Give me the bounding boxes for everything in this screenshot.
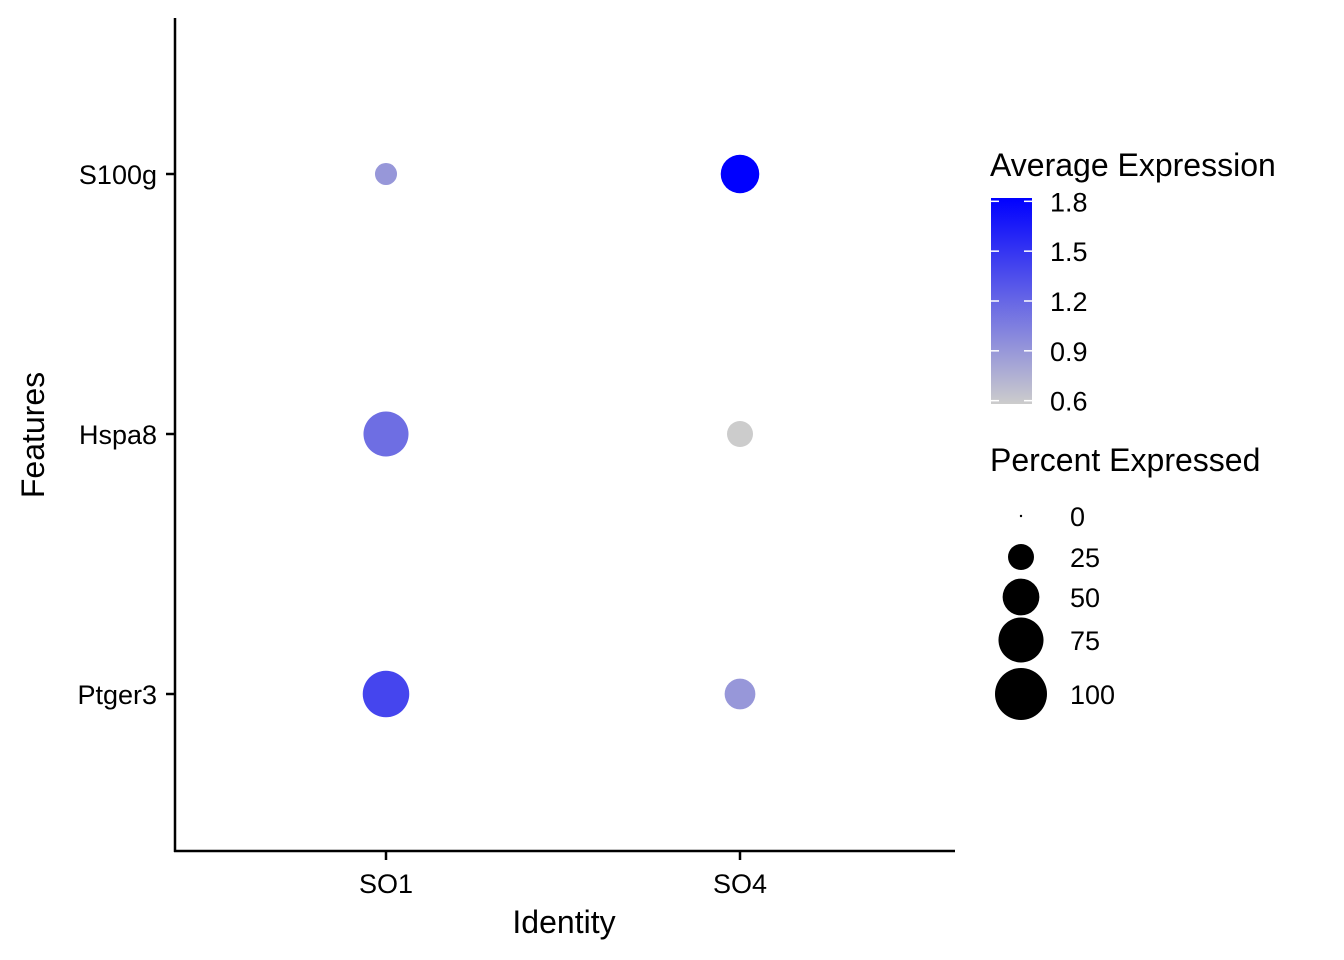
color-tick-label: 0.9 bbox=[1050, 337, 1088, 367]
y-tick-label: Hspa8 bbox=[79, 420, 157, 450]
size-legend-label: 75 bbox=[1070, 626, 1100, 656]
color-tick-label: 0.6 bbox=[1050, 387, 1088, 417]
y-tick-label: Ptger3 bbox=[77, 680, 157, 710]
size-legend-dot bbox=[995, 668, 1047, 720]
size-legend-dot bbox=[998, 617, 1044, 663]
color-legend-title: Average Expression bbox=[990, 147, 1276, 183]
dot-hspa8-so1 bbox=[363, 411, 409, 457]
dot-ptger3-so1 bbox=[362, 670, 410, 718]
dot-ptger3-so4 bbox=[724, 678, 756, 710]
y-tick-label: S100g bbox=[79, 160, 157, 190]
color-tick-label: 1.2 bbox=[1050, 287, 1088, 317]
x-axis-title: Identity bbox=[512, 904, 615, 940]
size-legend-label: 50 bbox=[1070, 583, 1100, 613]
size-legend-dot bbox=[1019, 514, 1023, 518]
y-axis-ticks: S100g Hspa8 Ptger3 bbox=[77, 160, 175, 710]
dot-s100g-so4 bbox=[720, 154, 760, 194]
color-legend: Average Expression 1.8 1.5 1.2 0.9 0.6 bbox=[990, 147, 1276, 417]
dot-markers bbox=[362, 154, 760, 718]
size-legend-entries: 0 25 50 75 100 bbox=[995, 502, 1115, 720]
size-legend-dot bbox=[1008, 544, 1034, 570]
size-legend-label: 0 bbox=[1070, 502, 1085, 532]
dot-s100g-so1 bbox=[374, 162, 398, 186]
x-axis-ticks: SO1 SO4 bbox=[359, 851, 767, 899]
size-legend-dot bbox=[1002, 578, 1040, 616]
color-tick-label: 1.5 bbox=[1050, 237, 1088, 267]
size-legend-label: 100 bbox=[1070, 680, 1115, 710]
dot-hspa8-so4 bbox=[727, 421, 753, 447]
size-legend: Percent Expressed 0 25 50 75 100 bbox=[990, 442, 1260, 720]
y-axis-title: Features bbox=[15, 372, 51, 498]
x-tick-label: SO4 bbox=[713, 869, 767, 899]
x-tick-label: SO1 bbox=[359, 869, 413, 899]
color-tick-label: 1.8 bbox=[1050, 187, 1088, 217]
size-legend-title: Percent Expressed bbox=[990, 442, 1260, 478]
color-legend-ticks: 1.8 1.5 1.2 0.9 0.6 bbox=[991, 187, 1088, 417]
size-legend-label: 25 bbox=[1070, 543, 1100, 573]
